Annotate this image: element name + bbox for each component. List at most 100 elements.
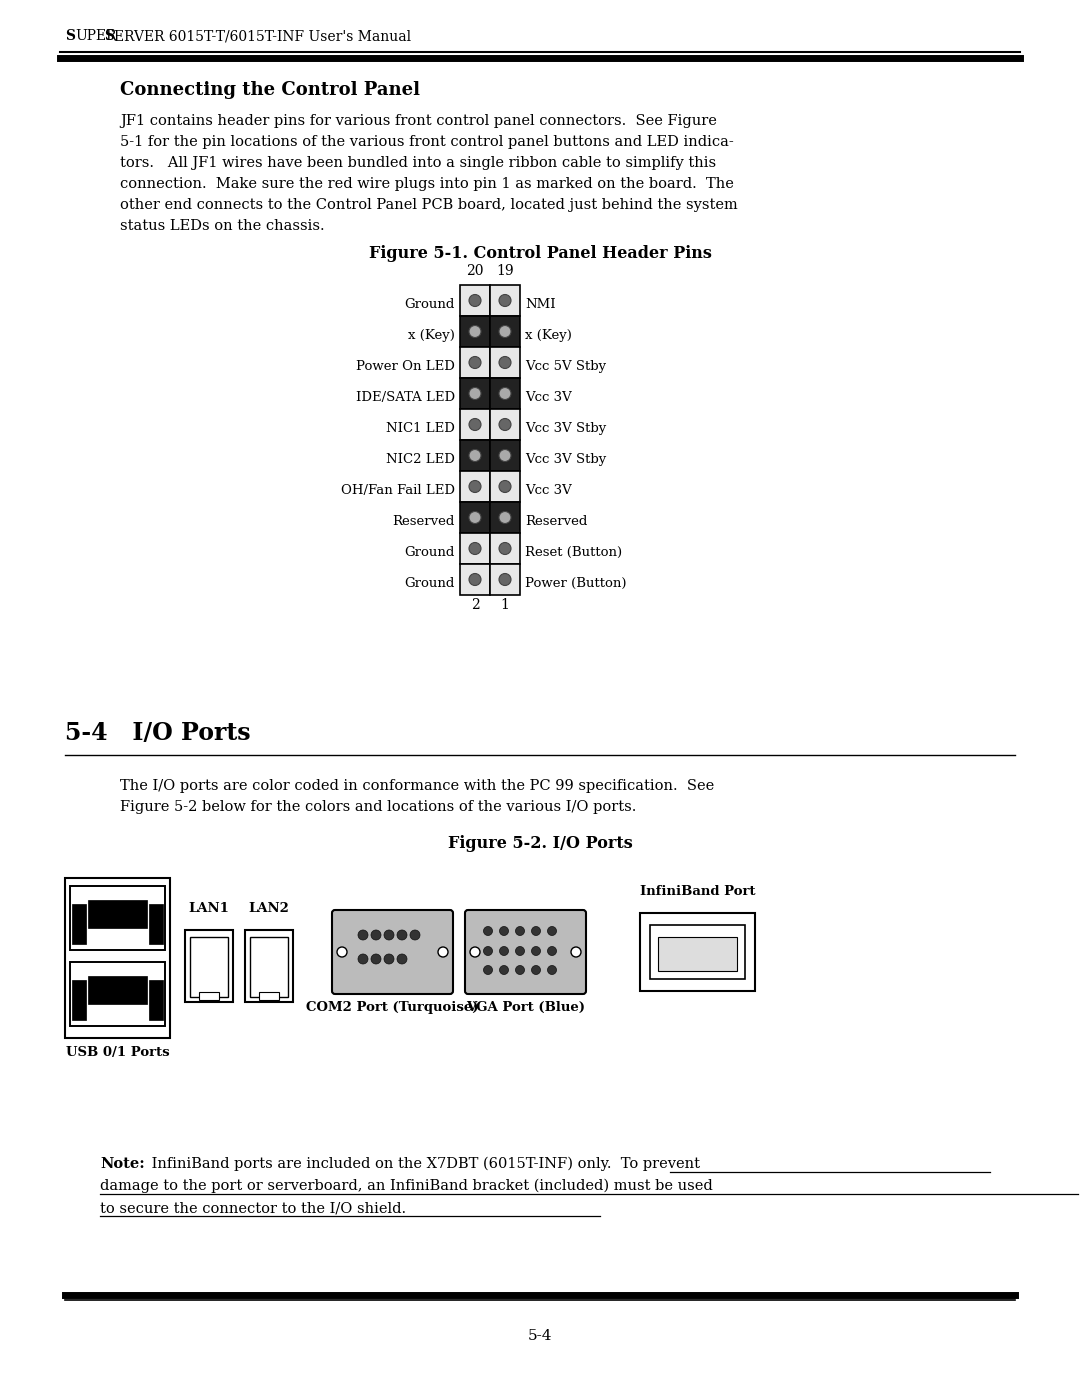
Circle shape <box>531 926 540 936</box>
Bar <box>490 316 519 346</box>
Bar <box>460 564 490 595</box>
Circle shape <box>397 930 407 940</box>
Circle shape <box>515 926 525 936</box>
Text: Vcc 3V Stby: Vcc 3V Stby <box>525 453 606 467</box>
Circle shape <box>499 387 511 400</box>
FancyBboxPatch shape <box>465 909 586 995</box>
Circle shape <box>499 511 511 524</box>
Text: 20: 20 <box>467 264 484 278</box>
Bar <box>460 409 490 440</box>
Bar <box>490 409 519 440</box>
FancyBboxPatch shape <box>332 909 453 995</box>
Bar <box>87 900 147 928</box>
Text: Reset (Button): Reset (Button) <box>525 546 622 559</box>
Text: Figure 5-2 below for the colors and locations of the various I/O ports.: Figure 5-2 below for the colors and loca… <box>120 800 636 814</box>
Bar <box>72 904 86 944</box>
Bar <box>640 914 755 990</box>
Text: NIC2 LED: NIC2 LED <box>387 453 455 467</box>
Text: InfiniBand ports are included on the X7DBT (6015T-INF) only.  To prevent: InfiniBand ports are included on the X7D… <box>147 1157 700 1171</box>
Bar <box>460 285 490 316</box>
Text: Reserved: Reserved <box>393 515 455 528</box>
Text: 5-1 for the pin locations of the various front control panel buttons and LED ind: 5-1 for the pin locations of the various… <box>120 136 733 149</box>
Text: connection.  Make sure the red wire plugs into pin 1 as marked on the board.  Th: connection. Make sure the red wire plugs… <box>120 177 734 191</box>
Bar <box>70 963 165 1025</box>
Bar <box>249 937 288 997</box>
Circle shape <box>469 450 481 461</box>
Text: COM2 Port (Turquoise): COM2 Port (Turquoise) <box>307 1002 478 1014</box>
Circle shape <box>499 356 511 369</box>
Text: IDE/SATA LED: IDE/SATA LED <box>356 391 455 404</box>
Bar <box>490 564 519 595</box>
Text: 5-4   I/O Ports: 5-4 I/O Ports <box>65 721 251 745</box>
Circle shape <box>548 947 556 956</box>
Text: NMI: NMI <box>525 298 555 312</box>
Text: damage to the port or serverboard, an InfiniBand bracket (included) must be used: damage to the port or serverboard, an In… <box>100 1179 713 1193</box>
Circle shape <box>410 930 420 940</box>
Circle shape <box>469 574 481 585</box>
Text: Figure 5-1. Control Panel Header Pins: Figure 5-1. Control Panel Header Pins <box>368 244 712 263</box>
Text: UPER: UPER <box>75 29 117 43</box>
Text: Note:: Note: <box>100 1157 145 1171</box>
Bar <box>460 379 490 409</box>
Text: The I/O ports are color coded in conformance with the PC 99 specification.  See: The I/O ports are color coded in conform… <box>120 780 714 793</box>
Text: 2: 2 <box>471 598 480 612</box>
Text: 5-4: 5-4 <box>528 1329 552 1343</box>
Circle shape <box>499 419 511 430</box>
Text: ERVER 6015T-T/6015T-INF User's Manual: ERVER 6015T-T/6015T-INF User's Manual <box>114 29 411 43</box>
Circle shape <box>499 481 511 493</box>
Text: Power On LED: Power On LED <box>356 360 455 373</box>
Circle shape <box>469 419 481 430</box>
Bar <box>460 316 490 346</box>
Circle shape <box>515 965 525 975</box>
Text: x (Key): x (Key) <box>525 330 572 342</box>
Circle shape <box>469 542 481 555</box>
Circle shape <box>499 965 509 975</box>
Circle shape <box>469 511 481 524</box>
Circle shape <box>548 965 556 975</box>
Text: JF1 contains header pins for various front control panel connectors.  See Figure: JF1 contains header pins for various fro… <box>120 115 717 129</box>
Bar <box>190 937 228 997</box>
Bar <box>87 977 147 1004</box>
Text: LAN1: LAN1 <box>189 902 229 915</box>
Text: status LEDs on the chassis.: status LEDs on the chassis. <box>120 219 325 233</box>
Circle shape <box>384 954 394 964</box>
Circle shape <box>499 947 509 956</box>
Circle shape <box>548 926 556 936</box>
Circle shape <box>499 326 511 338</box>
Text: Connecting the Control Panel: Connecting the Control Panel <box>120 81 420 99</box>
Circle shape <box>384 930 394 940</box>
Circle shape <box>397 954 407 964</box>
Text: Ground: Ground <box>405 577 455 590</box>
Bar <box>65 877 170 1038</box>
Circle shape <box>571 947 581 957</box>
Bar <box>259 992 279 1000</box>
Text: InfiniBand Port: InfiniBand Port <box>639 886 755 898</box>
Circle shape <box>469 481 481 493</box>
Text: to secure the connector to the I/O shield.: to secure the connector to the I/O shiel… <box>100 1201 406 1215</box>
Text: S: S <box>104 29 114 43</box>
Circle shape <box>484 965 492 975</box>
Bar <box>490 471 519 502</box>
Circle shape <box>438 947 448 957</box>
Text: S: S <box>65 29 75 43</box>
Text: Vcc 3V: Vcc 3V <box>525 391 571 404</box>
Bar <box>245 930 293 1002</box>
Text: USB 0/1 Ports: USB 0/1 Ports <box>66 1046 170 1059</box>
Bar <box>460 471 490 502</box>
Circle shape <box>499 450 511 461</box>
Text: Figure 5-2. I/O Ports: Figure 5-2. I/O Ports <box>447 835 633 852</box>
Circle shape <box>469 326 481 338</box>
Bar <box>490 379 519 409</box>
Circle shape <box>499 542 511 555</box>
Bar <box>70 886 165 950</box>
Text: tors.   All JF1 wires have been bundled into a single ribbon cable to simplify t: tors. All JF1 wires have been bundled in… <box>120 156 716 170</box>
Circle shape <box>469 387 481 400</box>
Circle shape <box>470 947 480 957</box>
Text: 1: 1 <box>500 598 510 612</box>
Bar <box>490 440 519 471</box>
Circle shape <box>484 926 492 936</box>
Circle shape <box>372 930 381 940</box>
Text: Vcc 3V: Vcc 3V <box>525 483 571 497</box>
Circle shape <box>337 947 347 957</box>
Circle shape <box>499 574 511 585</box>
